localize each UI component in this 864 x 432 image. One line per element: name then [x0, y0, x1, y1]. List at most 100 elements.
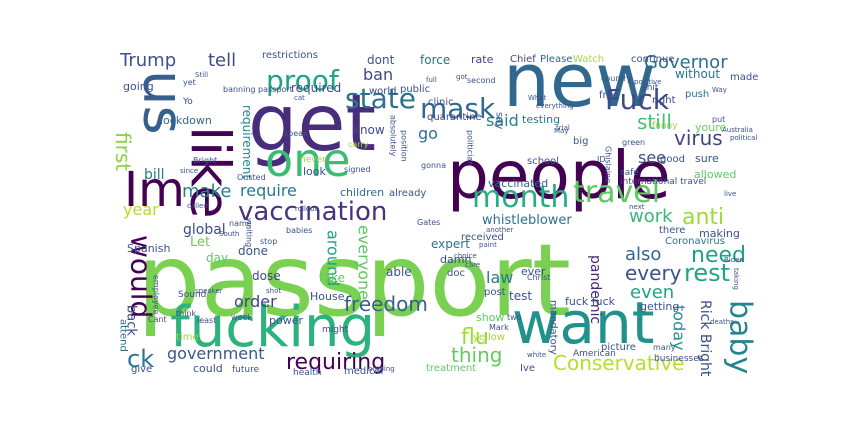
- word-need: need: [691, 243, 746, 268]
- word-quarantine: quarantine: [427, 112, 482, 123]
- word-damn: damn: [440, 253, 471, 266]
- word-required: required: [291, 81, 341, 95]
- word-requirement: requirement: [240, 105, 254, 179]
- word-second: second: [467, 76, 496, 85]
- word-first: first: [111, 132, 135, 171]
- word-able: able: [386, 265, 412, 279]
- word-year: year: [123, 200, 159, 219]
- word-doc: doc: [447, 268, 465, 279]
- word-already: already: [389, 188, 426, 199]
- word-stop: stop: [260, 237, 277, 246]
- word-government: government: [167, 344, 265, 363]
- word-making: making: [699, 227, 740, 240]
- word-house: House: [310, 290, 345, 303]
- word-put: put: [712, 115, 725, 124]
- word-shot: shot: [266, 287, 281, 295]
- word-attend: attend: [118, 319, 129, 352]
- word-give: give: [131, 364, 152, 375]
- word-youre: youre: [695, 121, 726, 134]
- word-absolutely: absolutely: [389, 115, 398, 157]
- word-fuck-fuck: fuck fuck: [565, 295, 616, 308]
- word-without: without: [675, 67, 720, 81]
- word-position: position: [400, 130, 409, 162]
- word-rate: rate: [471, 53, 494, 66]
- word-health: health: [293, 368, 322, 378]
- word-state: state: [345, 82, 416, 115]
- word-south: South: [219, 230, 239, 238]
- word-called: called: [187, 202, 208, 210]
- word-gates: Gates: [417, 218, 440, 227]
- word-trump: Trump: [119, 50, 176, 71]
- word-live: live: [724, 190, 736, 198]
- word-requiring: requiring: [286, 350, 385, 375]
- word-look: look: [303, 165, 327, 178]
- word-testing: testing: [522, 113, 560, 126]
- word-freedom: freedom: [344, 292, 428, 316]
- word-go: go: [418, 124, 438, 143]
- word-american: American: [573, 349, 616, 359]
- word-done: done: [238, 244, 268, 258]
- word-us: us: [131, 70, 196, 135]
- word-also: also: [625, 244, 661, 265]
- word-global: global: [183, 222, 226, 238]
- word-vaccination: vaccination: [238, 197, 387, 227]
- word-christ: Christ: [527, 273, 550, 282]
- word-lockdown: lockdown: [160, 114, 212, 127]
- word-passport: passport: [137, 222, 571, 339]
- word-spanish: Spanish: [127, 242, 170, 255]
- word-mask: mask: [420, 92, 496, 125]
- word-thing: thing: [451, 343, 502, 367]
- word-push: push: [685, 89, 709, 100]
- word-trial: trial: [556, 124, 570, 132]
- word-going: going: [123, 80, 154, 93]
- word-medical: medical: [344, 366, 383, 377]
- word-name: name: [229, 219, 252, 228]
- word-baby: baby: [723, 300, 758, 374]
- word-conservative: Conservative: [553, 351, 684, 375]
- word-since: since: [180, 167, 198, 175]
- word-big: big: [573, 136, 588, 147]
- word-could: could: [193, 362, 223, 375]
- word-banning-passport: banning passport: [223, 85, 293, 94]
- word-shit: shit: [642, 83, 659, 93]
- word-people: people: [447, 137, 671, 214]
- word-governor: Governor: [644, 52, 728, 73]
- word-signed: signed: [344, 165, 371, 174]
- word-chief: Chief: [510, 54, 536, 65]
- word-safe: safe: [620, 168, 639, 178]
- word-said: said: [486, 111, 519, 130]
- word-bill: bill: [144, 167, 165, 183]
- word-positive: positive: [634, 78, 661, 86]
- word-show: show: [476, 311, 504, 324]
- word-babies: babies: [286, 226, 312, 235]
- word-white: white: [527, 351, 546, 359]
- word-funny: funny: [652, 121, 678, 131]
- word-let: Let: [190, 235, 210, 250]
- word-vaccinated: vaccinated: [488, 177, 548, 190]
- word-flu: flu: [461, 325, 489, 350]
- word-may: May: [554, 127, 568, 135]
- word-ban: ban: [363, 65, 393, 84]
- word-work: work: [629, 206, 673, 227]
- word-ever: ever: [521, 265, 546, 278]
- word-new: new: [503, 38, 656, 124]
- word-make: make: [182, 181, 231, 202]
- word-international-travel: international travel: [620, 177, 706, 187]
- word-way: Way: [712, 86, 727, 94]
- word-yo: Yo: [182, 97, 193, 107]
- word-test: test: [509, 289, 532, 303]
- word-like: like: [179, 126, 242, 219]
- word-cat: cat: [294, 94, 305, 102]
- word-see: see: [638, 148, 666, 167]
- word-back: back: [124, 305, 139, 336]
- word-would: would: [125, 235, 158, 318]
- word-proof: proof: [266, 64, 340, 97]
- word-right: right: [652, 95, 676, 106]
- word-clinic: clinic: [428, 97, 454, 108]
- word-time: time: [176, 332, 199, 343]
- word-received: received: [461, 232, 504, 243]
- word-never: never: [300, 155, 326, 165]
